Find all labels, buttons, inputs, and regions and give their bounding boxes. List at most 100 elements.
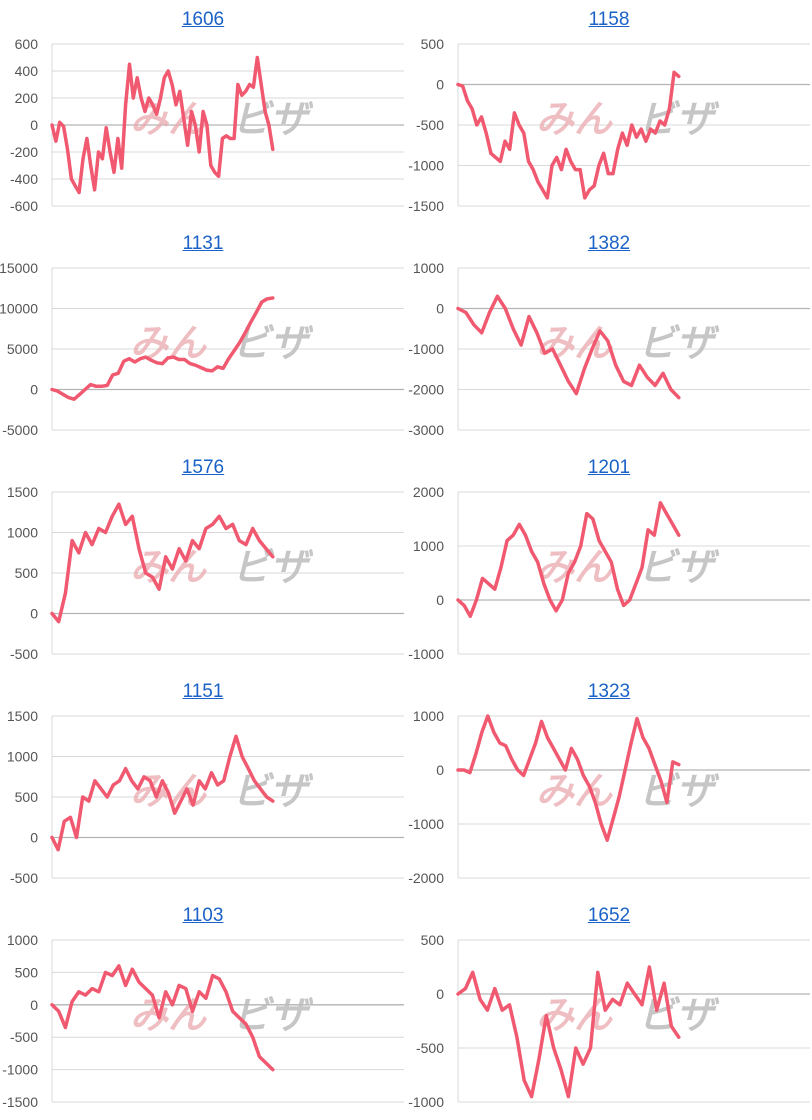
- y-tick-label: 500: [15, 789, 39, 805]
- y-tick-label: -2000: [408, 382, 444, 398]
- y-tick-label: 0: [436, 986, 444, 1002]
- y-tick-label: -1000: [408, 341, 444, 357]
- series-line: [50, 502, 275, 624]
- series-line: [50, 55, 275, 195]
- series-line: [456, 714, 681, 842]
- chart-panel-1103: 1103 1000 500 0 -500 -1000 -1500 みん ビザ: [0, 896, 406, 1120]
- chart-title-link[interactable]: 1103: [182, 905, 224, 926]
- chart-panel-1382: 1382 1000 0 -1000 -2000 -3000 みん ビザ: [406, 224, 812, 448]
- y-tick-label: 1000: [7, 525, 38, 541]
- chart-panel-1201: 1201 2000 1000 0 -1000 みん ビザ: [406, 448, 812, 672]
- y-tick-label: 500: [15, 964, 39, 980]
- chart-panel-1576: 1576 1500 1000 500 0 -500 みん ビザ: [0, 448, 406, 672]
- y-tick-label: 0: [436, 301, 444, 317]
- watermark-logo-part1: みん: [536, 545, 613, 589]
- chart-title-link[interactable]: 1131: [182, 233, 224, 254]
- watermark-logo-part2: ビザ: [232, 321, 314, 365]
- watermark-logo-part2: ビザ: [638, 545, 720, 589]
- watermark-logo-part2: ビザ: [638, 993, 720, 1037]
- y-tick-label: -1500: [408, 198, 444, 214]
- watermark-logo-part2: ビザ: [232, 769, 314, 813]
- y-tick-label: 0: [30, 830, 38, 846]
- y-tick-label: 1500: [7, 708, 38, 724]
- y-tick-label: 0: [30, 997, 38, 1013]
- y-tick-label: 1000: [7, 932, 38, 948]
- series-line: [50, 964, 275, 1072]
- chart-panel-1606: 1606 600 400 200 0 -200 -400 -600 みん ビザ: [0, 0, 406, 224]
- y-tick-label: 15000: [0, 260, 38, 276]
- chart-svg: 1000 0 -1000 -2000 -3000 みん ビザ: [408, 260, 810, 438]
- chart-title-link[interactable]: 1606: [181, 9, 225, 30]
- y-tick-label: 0: [30, 117, 38, 133]
- y-tick-label: -500: [10, 1029, 38, 1045]
- chart-title-link[interactable]: 1151: [182, 681, 224, 702]
- y-tick-label: 1000: [413, 260, 444, 276]
- y-tick-label: -1000: [408, 816, 444, 832]
- series-line: [456, 294, 681, 400]
- chart-panel-1652: 1652 500 0 -500 -1000 みん ビザ: [406, 896, 812, 1120]
- chart-svg: 2000 1000 0 -1000 みん ビザ: [408, 484, 810, 662]
- y-tick-label: 200: [15, 90, 39, 106]
- y-tick-label: -1500: [2, 1094, 38, 1110]
- chart-title-link[interactable]: 1382: [587, 233, 631, 254]
- watermark-logo-part2: ビザ: [638, 769, 720, 813]
- y-tick-label: 1000: [413, 708, 444, 724]
- chart-panel-1131: 1131 15000 10000 5000 0 -5000 みん ビザ: [0, 224, 406, 448]
- y-tick-label: -600: [10, 198, 38, 214]
- chart-title-link[interactable]: 1323: [587, 681, 631, 702]
- y-tick-label: -500: [10, 646, 38, 662]
- y-tick-label: -5000: [2, 422, 38, 438]
- y-tick-label: -400: [10, 171, 38, 187]
- y-tick-label: 0: [436, 77, 444, 93]
- watermark-logo-part2: ビザ: [232, 993, 314, 1037]
- watermark-logo-part1: みん: [536, 769, 613, 813]
- y-tick-label: 1000: [413, 538, 444, 554]
- series-line: [456, 965, 681, 1099]
- y-tick-label: 0: [30, 606, 38, 622]
- chart-title-link[interactable]: 1576: [181, 457, 225, 478]
- chart-svg: 1000 0 -1000 -2000 みん ビザ: [408, 708, 810, 886]
- y-tick-label: -1000: [2, 1062, 38, 1078]
- series-line: [456, 70, 681, 200]
- y-tick-label: -1000: [408, 646, 444, 662]
- chart-svg: 500 0 -500 -1000 -1500 みん ビザ: [408, 36, 810, 214]
- y-tick-label: 0: [436, 762, 444, 778]
- watermark-logo-part2: ビザ: [232, 545, 314, 589]
- y-tick-label: -1000: [408, 158, 444, 174]
- chart-title-link[interactable]: 1201: [587, 457, 631, 478]
- series-line: [50, 734, 275, 852]
- y-tick-label: -500: [10, 870, 38, 886]
- y-tick-label: 500: [421, 36, 445, 52]
- y-tick-label: 400: [15, 63, 39, 79]
- chart-title-link[interactable]: 1158: [588, 9, 630, 30]
- chart-panel-1323: 1323 1000 0 -1000 -2000 みん ビザ: [406, 672, 812, 896]
- series-line: [50, 296, 275, 401]
- y-tick-label: -200: [10, 144, 38, 160]
- y-tick-label: -500: [416, 117, 444, 133]
- y-tick-label: 5000: [7, 341, 38, 357]
- y-tick-label: 500: [15, 565, 39, 581]
- y-tick-label: 600: [15, 36, 39, 52]
- y-tick-label: 500: [421, 932, 445, 948]
- chart-panel-1151: 1151 1500 1000 500 0 -500 みん ビザ: [0, 672, 406, 896]
- y-tick-label: 0: [30, 382, 38, 398]
- y-tick-label: 1500: [7, 484, 38, 500]
- y-tick-label: -3000: [408, 422, 444, 438]
- y-tick-label: -2000: [408, 870, 444, 886]
- watermark-logo-part1: みん: [536, 321, 613, 365]
- y-tick-label: -1000: [408, 1094, 444, 1110]
- y-tick-label: 2000: [413, 484, 444, 500]
- y-tick-label: 1000: [7, 749, 38, 765]
- y-tick-label: 0: [436, 592, 444, 608]
- y-tick-label: -500: [416, 1040, 444, 1056]
- chart-title-link[interactable]: 1652: [587, 905, 631, 926]
- chart-panel-1158: 1158 500 0 -500 -1000 -1500 みん ビザ: [406, 0, 812, 224]
- watermark-logo-part2: ビザ: [232, 97, 314, 141]
- y-tick-label: 10000: [0, 301, 38, 317]
